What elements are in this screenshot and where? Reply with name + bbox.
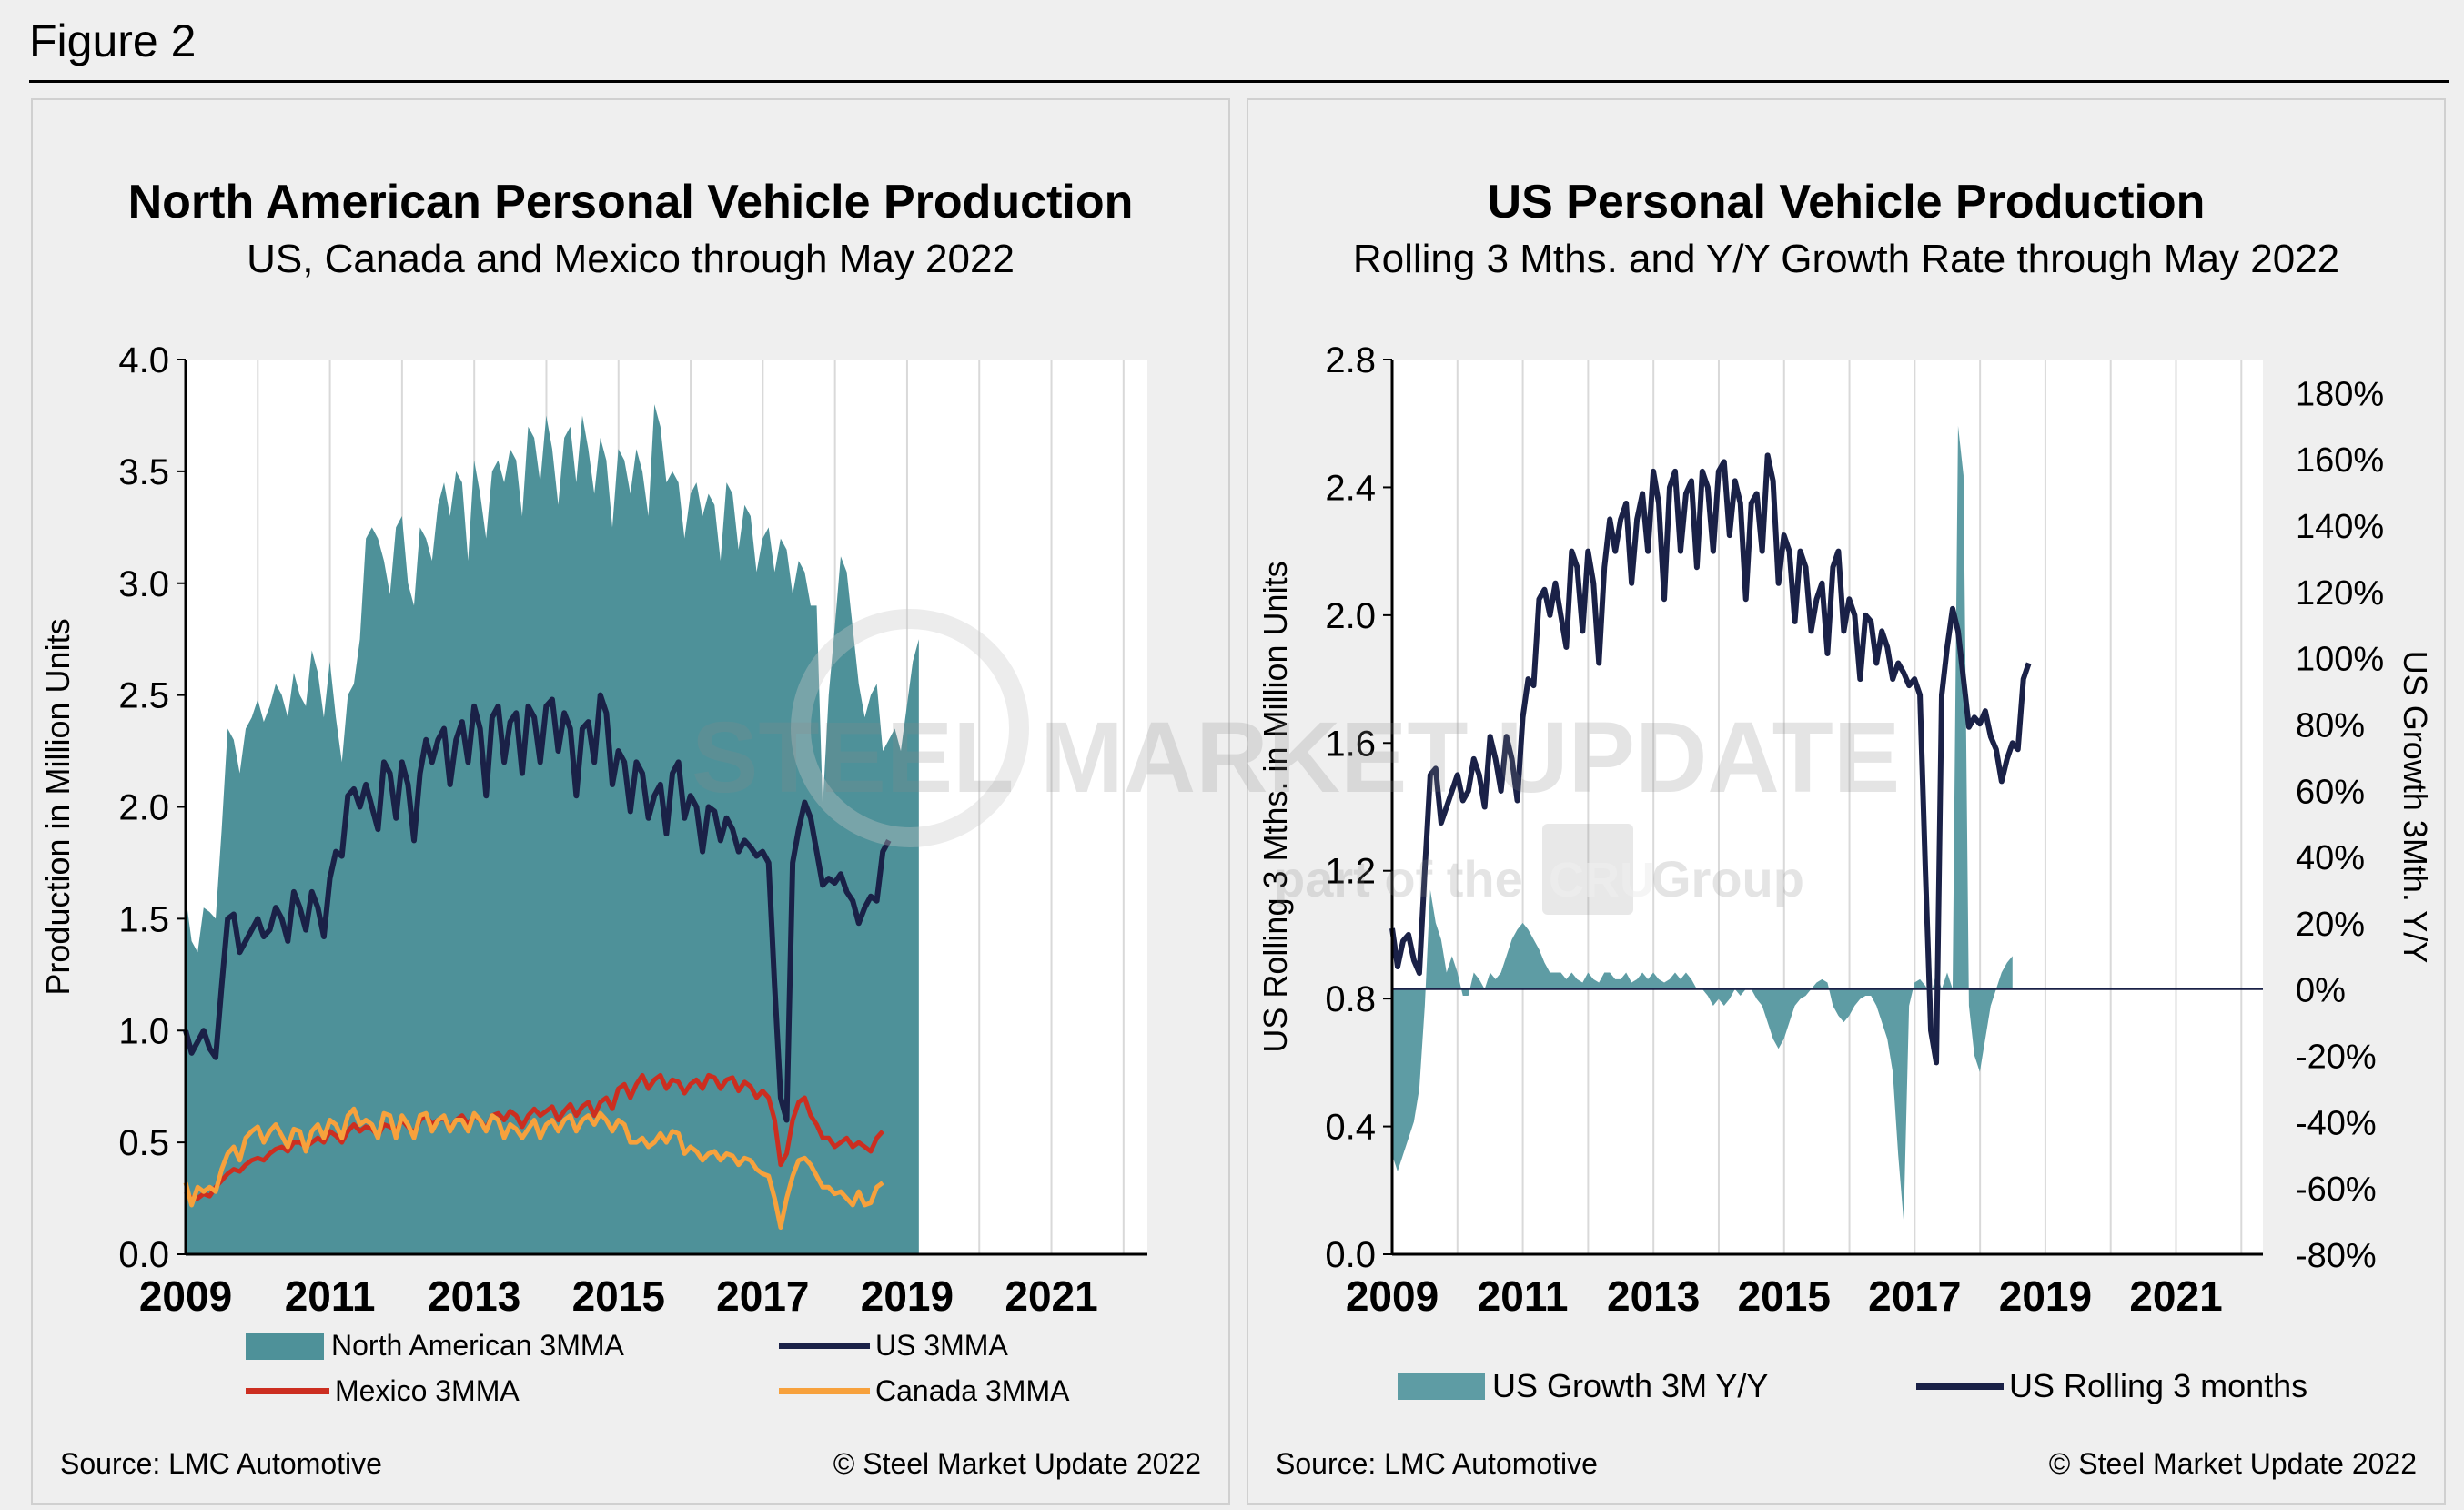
left-chart-plot: 0.0 0.5 1.0 1.5 2.0 2.5 3.0 3.5 4.0 2009 2011 2013 2…: [39, 340, 1147, 1320]
y2-tick-label: -60%: [2296, 1171, 2377, 1209]
y-tick-label: 0.8: [1325, 979, 1376, 1019]
right-chart-panel: US Personal Vehicle Production Rolling 3…: [1247, 98, 2446, 1505]
y-tick-label: 1.0: [118, 1011, 169, 1051]
right-chart-subtitle: Rolling 3 Mths. and Y/Y Growth Rate thro…: [1352, 237, 2340, 281]
legend-swatch-north-american: [246, 1332, 324, 1360]
y-tick-label: 1.5: [118, 899, 169, 939]
x-tick-label: 2017: [1868, 1272, 1961, 1320]
series-area-north-american-3mma: [186, 404, 919, 1254]
x-tick-label: 2021: [1005, 1272, 1097, 1320]
legend-swatch-us-growth: [1398, 1373, 1485, 1400]
y2-tick-label: 20%: [2296, 906, 2365, 944]
y2-axis-title: US Growth 3Mth. Y/Y: [2397, 651, 2434, 963]
left-chart-subtitle: US, Canada and Mexico through May 2022: [247, 237, 1015, 281]
legend-swatch-canada: [779, 1388, 870, 1394]
legend-label-canada: Canada 3MMA: [875, 1374, 1070, 1407]
left-source: Source: LMC Automotive: [60, 1447, 382, 1480]
series-line-us-rolling-3-months: [1389, 452, 2032, 1066]
x-tick-label: 2009: [139, 1272, 232, 1320]
legend-mexico: Mexico 3MMA: [246, 1374, 520, 1408]
y2-tick-label: 0%: [2296, 972, 2346, 1010]
legend-label-us-rolling: US Rolling 3 months: [2009, 1367, 2308, 1404]
legend-label-north-american: North American 3MMA: [331, 1329, 624, 1362]
y2-tick-label: 100%: [2296, 641, 2384, 679]
y2-tick-label: 80%: [2296, 706, 2365, 745]
series-line-us-3mma: [183, 692, 892, 1123]
y-tick-label: 1.6: [1325, 724, 1376, 764]
y2-tick-label: 40%: [2296, 839, 2365, 877]
right-chart-title: US Personal Vehicle Production: [1487, 176, 2206, 228]
x-tick-label: 2009: [1346, 1272, 1439, 1320]
legend-swatch-us: [779, 1343, 870, 1349]
legend-label-mexico: Mexico 3MMA: [335, 1374, 520, 1407]
legend-swatch-mexico: [246, 1388, 329, 1394]
x-tick-label: 2015: [1738, 1272, 1831, 1320]
y-tick-label: 0.4: [1325, 1108, 1376, 1148]
y-tick-label: 1.2: [1325, 852, 1376, 892]
y-axis-title: Production in Million Units: [39, 618, 76, 995]
legend-us-rolling: US Rolling 3 months: [1916, 1367, 2307, 1405]
y2-tick-label: 180%: [2296, 375, 2384, 413]
y-tick-label: 4.0: [118, 340, 169, 380]
y2-tick-label: -80%: [2296, 1237, 2377, 1275]
figure-label: Figure 2: [29, 15, 197, 66]
y2-tick-label: -20%: [2296, 1039, 2377, 1077]
x-tick-label: 2021: [2129, 1272, 2222, 1320]
legend-label-us: US 3MMA: [875, 1329, 1008, 1362]
y-tick-label: 2.0: [1325, 596, 1376, 636]
y-axis-title: US Rolling 3 Mths. in Million Units: [1257, 561, 1294, 1052]
y-tick-label: 0.0: [1325, 1235, 1376, 1275]
y2-tick-label: -40%: [2296, 1104, 2377, 1142]
legend-label-us-growth: US Growth 3M Y/Y: [1492, 1367, 1769, 1404]
legend-us: US 3MMA: [779, 1329, 1008, 1363]
x-tick-label: 2019: [861, 1272, 954, 1320]
legend-north-american: North American 3MMA: [246, 1329, 624, 1363]
y-tick-label: 2.0: [118, 788, 169, 828]
legend-canada: Canada 3MMA: [779, 1374, 1069, 1408]
right-copyright: © Steel Market Update 2022: [2048, 1447, 2417, 1480]
y-tick-label: 0.5: [118, 1123, 169, 1163]
y-tick-label: 3.5: [118, 452, 169, 492]
y-tick-label: 0.0: [118, 1235, 169, 1275]
figure-divider: [29, 80, 2449, 83]
y-tick-label: 2.4: [1325, 468, 1376, 508]
x-tick-label: 2011: [285, 1272, 376, 1320]
right-source: Source: LMC Automotive: [1276, 1447, 1598, 1480]
series-line-canada-3mma: [183, 1106, 884, 1231]
legend-us-growth: US Growth 3M Y/Y: [1398, 1367, 1768, 1405]
y2-tick-label: 140%: [2296, 508, 2384, 546]
x-tick-label: 2015: [572, 1272, 665, 1320]
left-chart-title: North American Personal Vehicle Producti…: [127, 176, 1134, 228]
y-tick-label: 3.0: [118, 564, 169, 604]
left-copyright: © Steel Market Update 2022: [833, 1447, 1201, 1480]
x-tick-label: 2011: [1478, 1272, 1569, 1320]
y-tick-label: 2.8: [1325, 340, 1376, 380]
left-chart-panel: North American Personal Vehicle Producti…: [31, 98, 1230, 1505]
plot-area: [1392, 360, 2263, 1254]
y2-tick-label: 120%: [2296, 574, 2384, 613]
x-tick-label: 2013: [428, 1272, 520, 1320]
y2-tick-label: 60%: [2296, 773, 2365, 811]
x-tick-label: 2013: [1607, 1272, 1700, 1320]
y2-tick-label: 160%: [2296, 441, 2384, 480]
legend-swatch-us-rolling: [1916, 1383, 2004, 1390]
x-tick-label: 2017: [716, 1272, 809, 1320]
x-tick-label: 2019: [1999, 1272, 2092, 1320]
y-tick-label: 2.5: [118, 676, 169, 716]
right-chart-plot: 0.0 0.4 0.8 1.2 1.6 2.0 2.4 2.8 -80% -60% -40% -20%…: [1257, 340, 2434, 1320]
